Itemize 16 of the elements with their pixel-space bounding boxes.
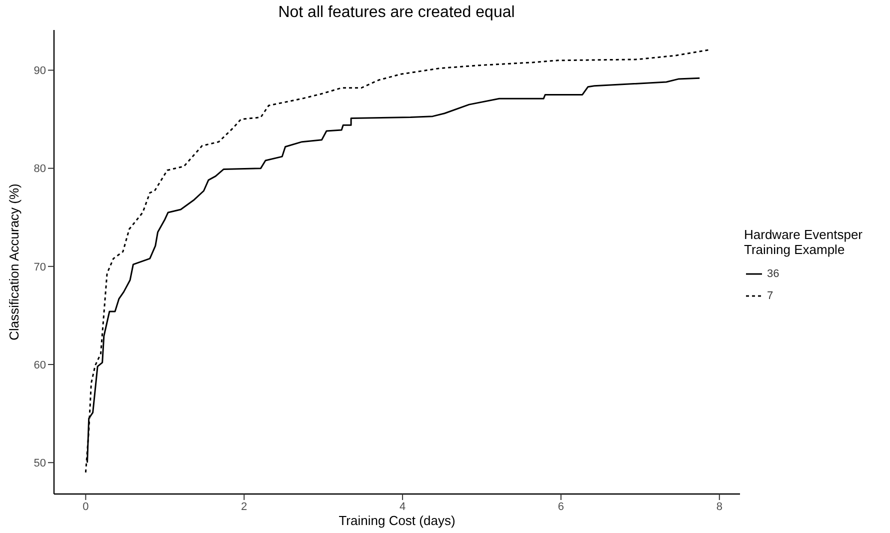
x-tick-label: 6	[558, 500, 564, 513]
chart-title: Not all features are created equal	[277, 4, 516, 22]
y-tick-label: 80	[34, 163, 46, 176]
y-tick-label: 90	[34, 65, 46, 78]
legend-title: Hardware Eventsper Training Example	[744, 226, 864, 256]
legend-label: 7	[767, 290, 774, 302]
x-tick-label: 2	[241, 500, 248, 513]
y-tick-label: 50	[34, 458, 46, 470]
x-axis-title: Training Cost (days)	[338, 513, 456, 528]
legend-label: 36	[767, 268, 780, 280]
x-tick-label: 8	[716, 500, 722, 513]
y-tick-label: 70	[34, 261, 46, 274]
y-tick-label: 60	[34, 359, 46, 372]
y-axis-title: Classification Accuracy (%)	[6, 184, 22, 340]
x-tick-label: 0	[82, 500, 89, 513]
x-tick-label: 4	[399, 500, 406, 513]
